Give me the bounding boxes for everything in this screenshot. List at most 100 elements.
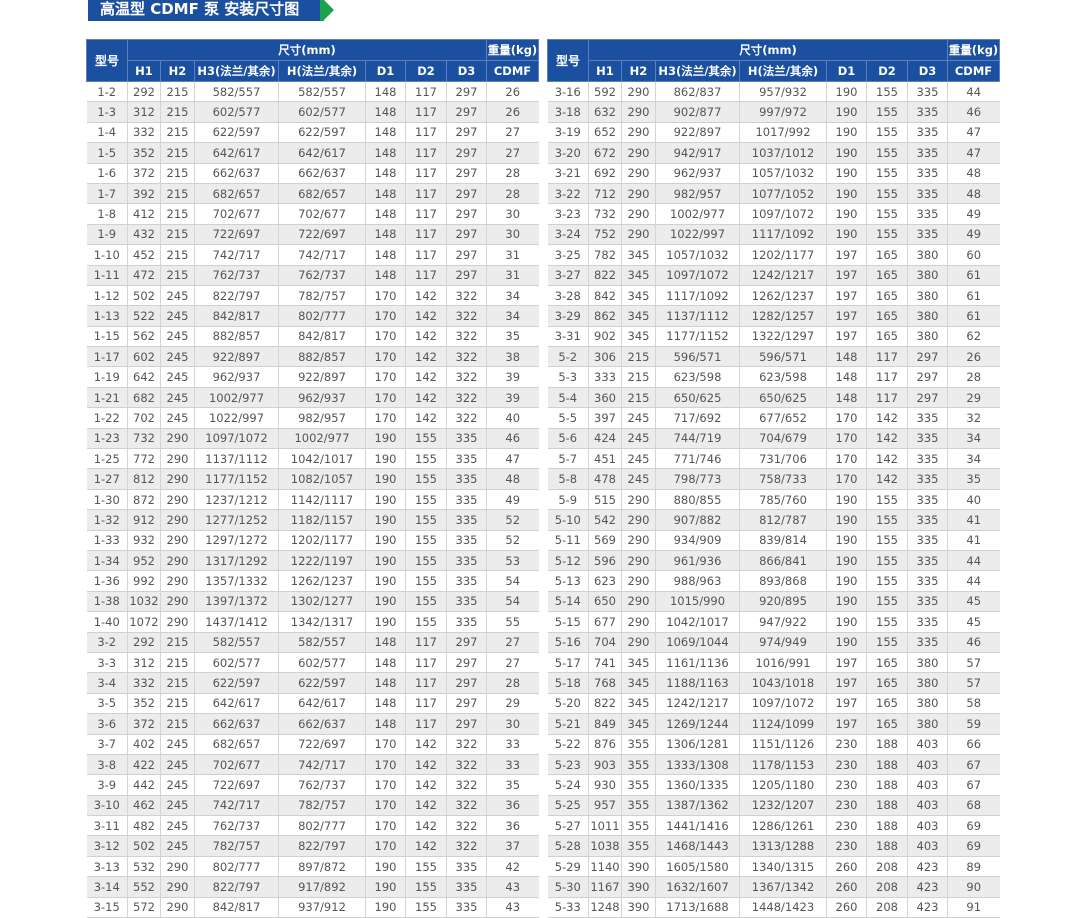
cell-d2: 117 (405, 265, 447, 286)
cell-d3: 335 (907, 550, 948, 572)
cell-h3: 988/963 (655, 570, 740, 592)
cell-d1: 190 (826, 550, 867, 572)
cell-cdmf: 47 (486, 448, 539, 470)
cell-h: 722/697 (278, 224, 366, 246)
cell-d1: 190 (365, 530, 406, 551)
cell-cdmf: 58 (947, 693, 1000, 715)
cell-h2: 290 (621, 142, 656, 164)
cell-h: 1242/1217 (739, 265, 827, 286)
cell-d3: 297 (446, 224, 487, 246)
table-row: 3-11 482 245 762/737 802/777 170 142 322 36 (86, 815, 539, 837)
cell-h3: 1069/1044 (655, 632, 740, 653)
cell-h2: 245 (160, 774, 195, 796)
cell-h1: 472 (127, 265, 161, 286)
cell-h3: 1468/1443 (655, 835, 740, 857)
cell-h: 642/617 (278, 142, 366, 164)
cell-h2: 215 (160, 163, 195, 184)
cell-h2: 345 (621, 305, 656, 327)
cell-cdmf: 26 (486, 81, 539, 103)
cell-model: 1-9 (86, 224, 128, 246)
table-row: 5-4 360 215 650/625 650/625 148 117 297 29 (547, 387, 1000, 409)
table-row: 5-24 930 355 1360/1335 1205/1180 230 188 403 67 (547, 774, 1000, 796)
cell-model: 3-2 (86, 632, 128, 653)
cell-d1: 190 (365, 489, 406, 511)
cell-d2: 142 (405, 407, 447, 429)
cell-h1: 569 (588, 530, 622, 551)
cell-d2: 165 (866, 305, 908, 327)
cell-h: 722/697 (278, 734, 366, 755)
cell-h: 1043/1018 (739, 672, 827, 694)
table-row: 1-34 952 290 1317/1292 1222/1197 190 155 335 53 (86, 550, 539, 572)
cell-h: 1342/1317 (278, 611, 366, 633)
header-model: 型号 (86, 39, 128, 82)
cell-d2: 117 (866, 366, 908, 388)
cell-cdmf: 43 (486, 897, 539, 918)
cell-cdmf: 57 (947, 672, 1000, 694)
cell-h: 1151/1126 (739, 734, 827, 755)
cell-d1: 148 (365, 693, 406, 715)
cell-d1: 170 (826, 468, 867, 490)
cell-d3: 403 (907, 774, 948, 796)
cell-h: 602/577 (278, 652, 366, 674)
cell-h1: 332 (127, 122, 161, 144)
cell-d1: 148 (365, 81, 406, 103)
cell-h1: 812 (127, 468, 161, 490)
cell-h1: 542 (588, 509, 622, 531)
cell-h3: 961/936 (655, 550, 740, 572)
cell-cdmf: 49 (947, 203, 1000, 225)
cell-model: 5-22 (547, 734, 589, 755)
cell-h2: 215 (160, 81, 195, 103)
table-row: 1-30 872 290 1237/1212 1142/1117 190 155 335 49 (86, 489, 539, 511)
cell-h: 1232/1207 (739, 795, 827, 817)
cell-h: 1367/1342 (739, 876, 827, 898)
cell-h1: 712 (588, 183, 622, 205)
cell-h3: 622/597 (194, 672, 279, 694)
cell-h: 1202/1177 (278, 530, 366, 551)
page-title: 高温型 CDMF 泵 安装尺寸图 (88, 0, 324, 21)
cell-d3: 322 (446, 387, 487, 409)
cell-h2: 345 (621, 672, 656, 694)
cell-h3: 596/571 (655, 346, 740, 368)
cell-d2: 155 (866, 550, 908, 572)
cell-h2: 245 (160, 305, 195, 327)
header-row-top: 型号 尺寸(mm) 重量(kg) (86, 39, 539, 82)
cell-h2: 215 (160, 183, 195, 205)
cell-h: 1117/1092 (739, 224, 827, 246)
cell-cdmf: 48 (486, 468, 539, 490)
cell-d3: 335 (446, 428, 487, 450)
cell-h: 997/972 (739, 101, 827, 123)
header-h3: H3(法兰/其余) (194, 60, 279, 82)
cell-d1: 190 (826, 591, 867, 613)
cell-d2: 188 (866, 815, 908, 837)
cell-d3: 335 (446, 530, 487, 551)
cell-cdmf: 30 (486, 224, 539, 246)
cell-h3: 1097/1072 (194, 428, 279, 450)
cell-d3: 335 (907, 489, 948, 511)
cell-d1: 197 (826, 244, 867, 266)
table-row: 5-5 397 245 717/692 677/652 170 142 335 32 (547, 407, 1000, 429)
cell-h3: 1297/1272 (194, 530, 279, 551)
cell-d1: 260 (826, 876, 867, 898)
cell-d3: 335 (446, 876, 487, 898)
table-row: 1-19 642 245 962/937 922/897 170 142 322 39 (86, 366, 539, 388)
cell-d2: 155 (866, 203, 908, 225)
cell-model: 3-20 (547, 142, 589, 164)
cell-model: 1-17 (86, 346, 128, 368)
cell-h3: 1357/1332 (194, 570, 279, 592)
header-dimensions: 尺寸(mm) (127, 39, 487, 61)
cell-h3: 1002/977 (194, 387, 279, 409)
cell-h1: 672 (588, 142, 622, 164)
cell-model: 3-25 (547, 244, 589, 266)
cell-h: 802/777 (278, 305, 366, 327)
cell-h1: 822 (588, 693, 622, 715)
table-row: 3-6 372 215 662/637 662/637 148 117 297 30 (86, 713, 539, 735)
table-row: 1-33 932 290 1297/1272 1202/1177 190 155 335 52 (86, 530, 539, 551)
cell-h2: 215 (160, 693, 195, 715)
cell-h1: 502 (127, 285, 161, 307)
cell-h3: 662/637 (194, 163, 279, 184)
cell-h2: 355 (621, 795, 656, 817)
cell-d2: 155 (866, 570, 908, 592)
header-weight: 重量(kg) (947, 39, 1000, 61)
cell-h3: 582/557 (194, 81, 279, 103)
cell-model: 5-27 (547, 815, 589, 837)
